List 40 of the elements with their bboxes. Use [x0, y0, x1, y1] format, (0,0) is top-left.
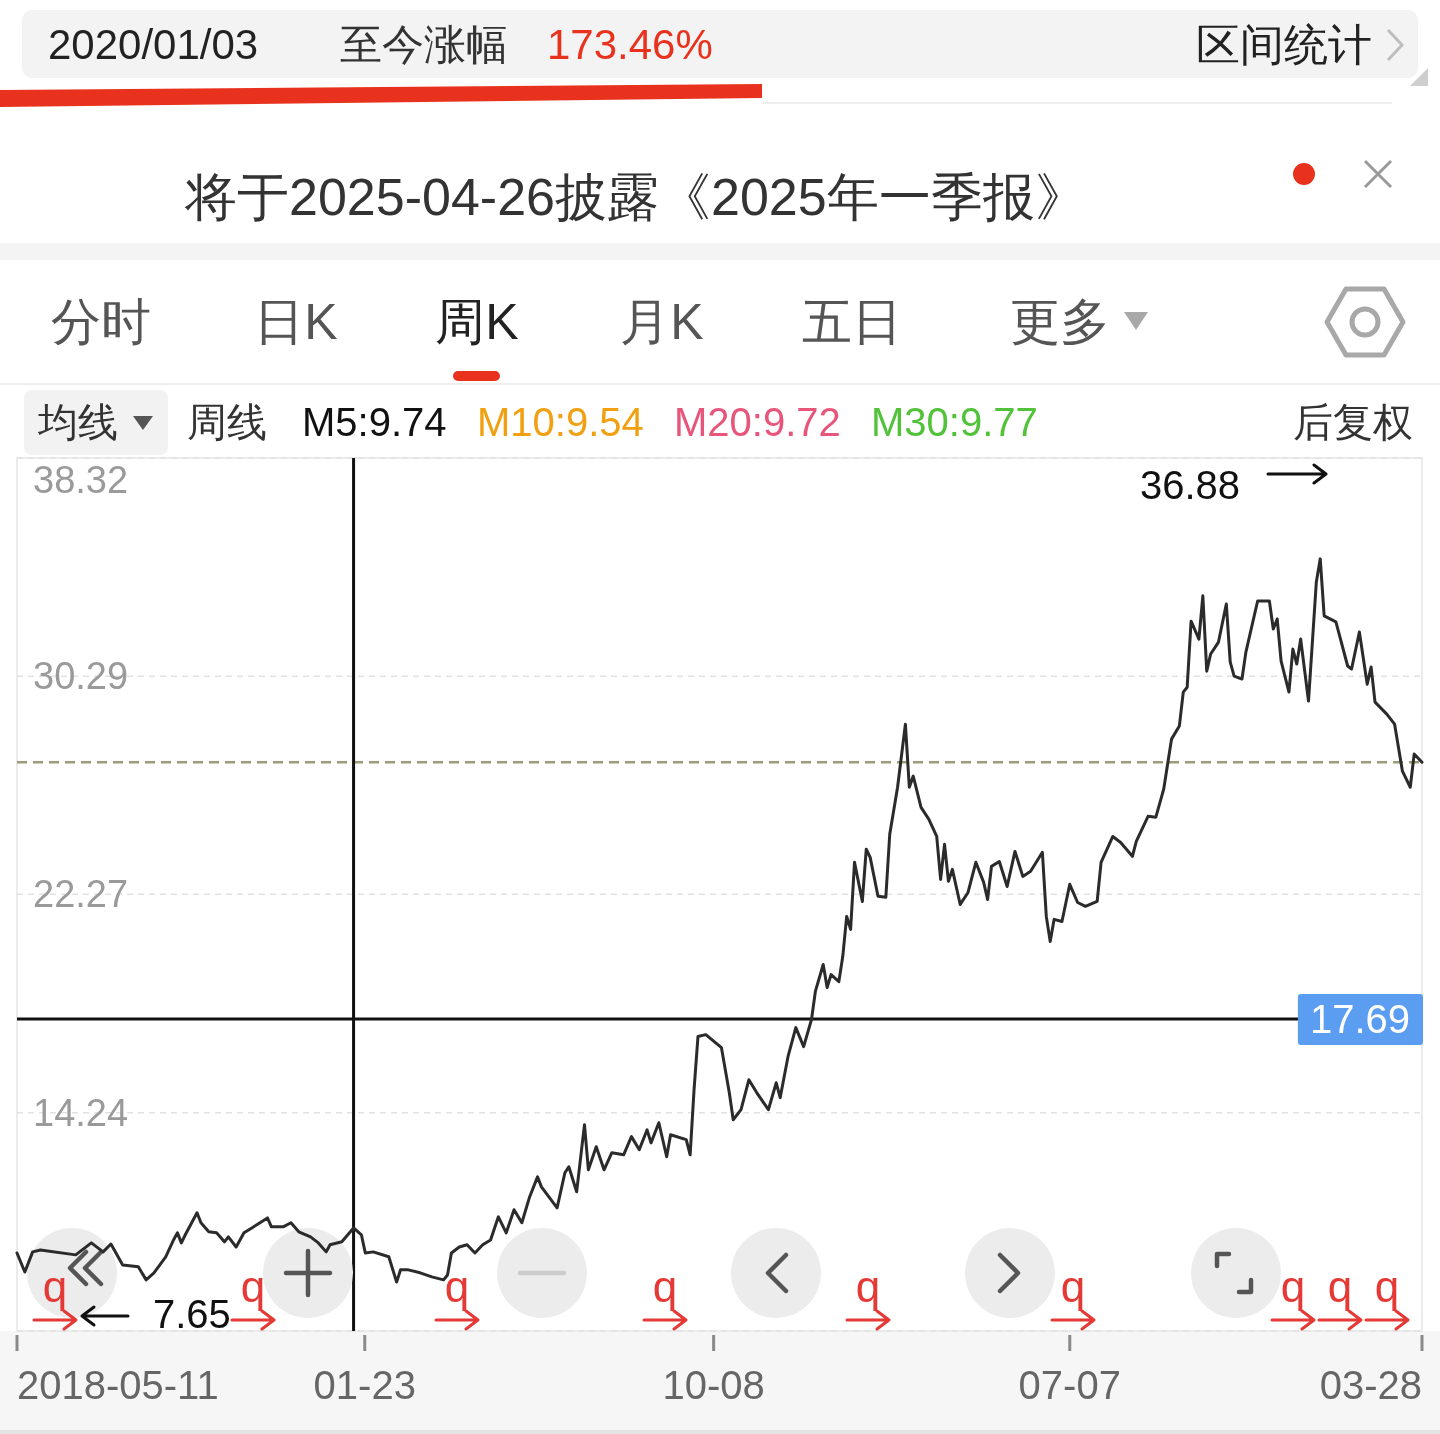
annotation: q	[444, 1261, 470, 1311]
text: 分时	[51, 294, 151, 350]
y-tick-label: 22.27	[33, 873, 129, 916]
text: 均线	[37, 400, 118, 444]
text: 五日	[802, 294, 902, 350]
text: M20:9.72	[674, 400, 841, 444]
text: M5:9.74	[302, 400, 447, 444]
text: 更多	[1010, 294, 1110, 350]
text: 日K	[254, 294, 338, 350]
x-tick-label: 03-28	[1319, 1363, 1422, 1407]
annotation: q	[42, 1261, 68, 1311]
y-tick-label: 30.29	[33, 655, 129, 698]
annotation: 7.65	[153, 1292, 231, 1336]
annotation: q	[1327, 1261, 1353, 1311]
text: 区间统计	[1196, 19, 1372, 69]
y-tick-label: 38.32	[33, 459, 129, 501]
text: 173.46%	[547, 20, 713, 68]
annotation: 36.88	[1139, 463, 1240, 507]
x-tick-label: 2018-05-11	[17, 1363, 219, 1407]
annotation: q	[652, 1261, 678, 1311]
text: M10:9.54	[477, 400, 644, 444]
x-tick-label: 10-08	[662, 1363, 765, 1407]
x-tick-label: 01-23	[313, 1363, 416, 1407]
annotation: q	[1280, 1261, 1306, 1311]
ref-line-label: 17.69	[1309, 996, 1410, 1041]
text: 将于2025-04-26披露《2025年一季报》	[184, 168, 1087, 226]
value-label: 17.69	[1297, 993, 1423, 1045]
text: 后复权	[1293, 400, 1413, 444]
text: 周线	[187, 400, 267, 444]
annotation: q	[1060, 1261, 1086, 1311]
text: 2020/01/03	[48, 20, 259, 68]
annotation: q	[855, 1261, 881, 1311]
text: 月K	[620, 294, 704, 350]
text: M30:9.77	[871, 400, 1038, 444]
x-tick-label: 07-07	[1018, 1363, 1121, 1407]
text: 周K	[435, 294, 519, 350]
annotation: q	[240, 1261, 266, 1311]
text: 至今涨幅	[340, 20, 508, 68]
annotation: q	[1374, 1261, 1400, 1311]
y-tick-label: 14.24	[33, 1091, 129, 1134]
